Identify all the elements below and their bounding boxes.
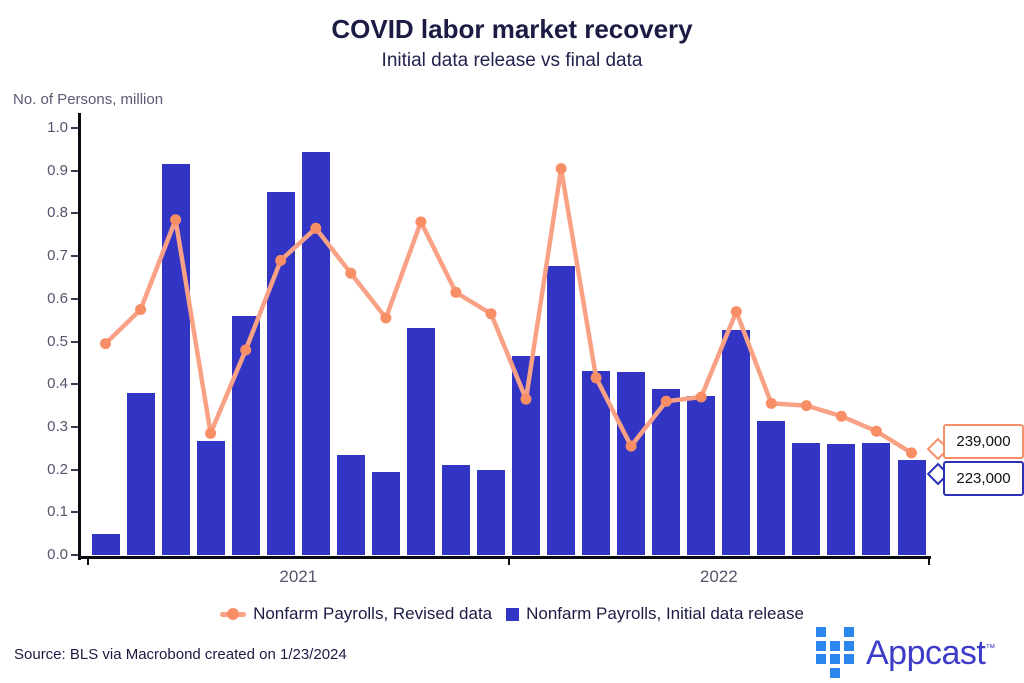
y-tick-label-0.1: 0.1 — [47, 503, 68, 521]
line-point-jul-2022 — [730, 306, 742, 318]
bar-sep-2022 — [792, 442, 821, 555]
revised-line — [103, 166, 913, 455]
appcast-square — [816, 627, 826, 637]
y-tick-mark — [71, 425, 79, 428]
y-tick-mark — [71, 468, 79, 471]
y-tick-label-0.4: 0.4 — [47, 375, 68, 393]
line-point-dec-2021 — [485, 308, 497, 320]
bar-nov-2022 — [862, 442, 891, 555]
appcast-square — [844, 654, 854, 664]
bar-dec-2022 — [897, 459, 926, 555]
bar-feb-2021 — [126, 393, 155, 555]
x-year-label-2021: 2021 — [279, 567, 318, 586]
line-point-apr-2021 — [205, 427, 217, 439]
y-tick-mark — [71, 212, 79, 215]
bar-jun-2021 — [266, 192, 295, 555]
y-tick-mark — [71, 340, 79, 343]
y-tick-label-0.6: 0.6 — [47, 289, 68, 307]
y-tick-label-0.3: 0.3 — [47, 417, 68, 435]
bar-may-2021 — [231, 316, 260, 555]
legend-item-revised: Nonfarm Payrolls, Revised data — [220, 604, 492, 624]
line-series-marker-icon — [220, 608, 247, 620]
line-point-jan-2021 — [100, 338, 111, 350]
line-point-oct-2021 — [415, 216, 427, 228]
line-point-nov-2021 — [450, 286, 462, 298]
line-point-aug-2021 — [345, 267, 357, 279]
appcast-logo: Appcast™ — [816, 627, 995, 680]
y-tick-mark — [71, 255, 79, 258]
line-point-sep-2021 — [380, 312, 392, 324]
legend-item-initial: Nonfarm Payrolls, Initial data release — [506, 604, 804, 624]
line-point-nov-2022 — [870, 425, 882, 437]
y-tick-label-0.5: 0.5 — [47, 332, 68, 350]
appcast-squares-icon — [816, 627, 857, 680]
bar-series-marker-icon — [506, 607, 520, 621]
trademark-symbol: ™ — [985, 643, 995, 654]
bar-apr-2022 — [617, 372, 646, 555]
callout-initial-value: 223,000 — [943, 461, 1024, 496]
y-tick-mark — [71, 554, 79, 556]
line-point-oct-2022 — [835, 410, 847, 422]
appcast-square — [830, 640, 840, 651]
y-tick-mark — [71, 127, 79, 129]
x-axis-line — [78, 556, 931, 559]
bar-oct-2021 — [406, 328, 435, 555]
y-tick-mark — [71, 169, 79, 172]
bar-aug-2022 — [757, 420, 786, 555]
y-tick-label-1.0: 1.0 — [47, 119, 68, 136]
bar-mar-2021 — [161, 163, 190, 555]
callout-revised-value: 239,000 — [943, 424, 1024, 459]
appcast-wordmark: Appcast™ — [866, 634, 995, 672]
legend-label-initial: Nonfarm Payrolls, Initial data release — [526, 604, 804, 623]
y-axis-line — [78, 113, 81, 560]
bar-aug-2021 — [336, 454, 365, 555]
bar-may-2022 — [652, 388, 681, 555]
x-tick-mark — [87, 559, 89, 565]
bar-oct-2022 — [827, 443, 856, 555]
appcast-square — [844, 640, 854, 651]
bar-mar-2022 — [582, 371, 611, 555]
y-tick-mark — [71, 511, 79, 514]
x-tick-mark — [507, 559, 510, 565]
bar-sep-2021 — [371, 472, 400, 555]
bar-nov-2021 — [441, 465, 470, 555]
y-axis-unit-label: No. of Persons, million — [13, 91, 164, 108]
bar-dec-2021 — [477, 470, 505, 555]
line-point-feb-2021 — [135, 304, 147, 315]
legend-label-revised: Nonfarm Payrolls, Revised data — [253, 604, 493, 623]
x-tick-mark — [928, 559, 930, 565]
source-note: Source: BLS via Macrobond created on 1/2… — [14, 646, 347, 663]
y-tick-label-0.0: 0.0 — [47, 546, 68, 563]
chart-subtitle: Initial data release vs final data — [381, 50, 643, 71]
bar-jan-2022 — [512, 355, 540, 555]
y-tick-mark — [71, 297, 79, 300]
bar-jun-2022 — [687, 396, 716, 555]
line-point-aug-2022 — [765, 397, 777, 409]
line-marker-dot-icon — [227, 608, 240, 620]
bar-feb-2022 — [547, 265, 576, 555]
y-tick-mark — [71, 383, 79, 386]
bar-jan-2021 — [91, 534, 120, 555]
bar-jul-2022 — [722, 329, 751, 555]
y-tick-label-0.2: 0.2 — [47, 460, 68, 478]
x-year-label-2022: 2022 — [699, 567, 738, 586]
appcast-square — [830, 667, 840, 678]
line-point-feb-2022 — [555, 163, 567, 175]
appcast-square — [830, 654, 840, 664]
bar-jul-2021 — [301, 152, 330, 555]
line-point-sep-2022 — [800, 400, 812, 412]
legend: Nonfarm Payrolls, Revised data Nonfarm P… — [0, 604, 1024, 624]
appcast-square — [816, 640, 826, 651]
chart-title: COVID labor market recovery — [331, 14, 693, 44]
appcast-square — [844, 627, 854, 637]
appcast-square — [816, 654, 826, 664]
y-tick-label-0.9: 0.9 — [47, 161, 68, 179]
y-tick-label-0.7: 0.7 — [47, 247, 68, 265]
line-point-dec-2022 — [906, 447, 917, 459]
y-tick-label-0.8: 0.8 — [47, 204, 68, 222]
bar-apr-2021 — [196, 441, 225, 555]
